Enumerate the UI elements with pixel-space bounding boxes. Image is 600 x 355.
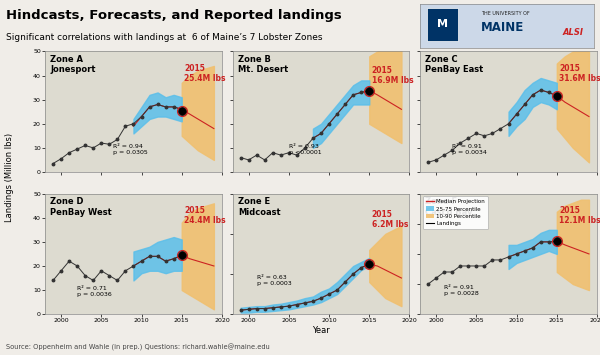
Text: Zone B
Mt. Desert: Zone B Mt. Desert (238, 55, 288, 75)
Text: THE UNIVERSITY OF: THE UNIVERSITY OF (481, 11, 530, 16)
Legend: Median Projection, 25-75 Percentile, 10-90 Percentile, Landings: Median Projection, 25-75 Percentile, 10-… (423, 196, 488, 229)
Text: Zone F
Casco Bay: Zone F Casco Bay (425, 197, 473, 217)
Text: Zone A
Jonesport: Zone A Jonesport (50, 55, 96, 75)
Text: R² = 0.94
p = 0.0305: R² = 0.94 p = 0.0305 (113, 144, 148, 155)
Text: Zone E
Midcoast: Zone E Midcoast (238, 197, 280, 217)
Text: Zone C
PenBay East: Zone C PenBay East (425, 55, 484, 75)
Text: MAINE: MAINE (481, 21, 524, 34)
Text: Significant correlations with landings at  6 of Maine’s 7 Lobster Zones: Significant correlations with landings a… (6, 33, 323, 42)
Text: R² = 0.91
p = 0.0028: R² = 0.91 p = 0.0028 (444, 285, 479, 296)
Text: M: M (437, 18, 448, 28)
Text: 2015
16.9M lbs: 2015 16.9M lbs (371, 66, 413, 85)
Text: 2015
31.6M lbs: 2015 31.6M lbs (559, 64, 600, 83)
Text: 2015
24.4M lbs: 2015 24.4M lbs (184, 206, 226, 225)
Text: Zone D
PenBay West: Zone D PenBay West (50, 197, 112, 217)
Text: R² = 0.91
p = 0.0034: R² = 0.91 p = 0.0034 (452, 144, 487, 155)
Text: R² = 0.93
p <0.0001: R² = 0.93 p <0.0001 (289, 144, 322, 155)
Text: 2015
25.4M lbs: 2015 25.4M lbs (184, 64, 226, 83)
Bar (427, 8, 458, 41)
Text: Source: Oppenheim and Wahle (in prep.) Questions: richard.wahle@maine.edu: Source: Oppenheim and Wahle (in prep.) Q… (6, 344, 270, 351)
Text: 2015
12.1M lbs: 2015 12.1M lbs (559, 206, 600, 225)
Text: Landings (Million lbs): Landings (Million lbs) (5, 133, 14, 222)
Text: R² = 0.71
p = 0.0036: R² = 0.71 p = 0.0036 (77, 286, 112, 297)
Text: R² = 0.63
p = 0.0003: R² = 0.63 p = 0.0003 (257, 275, 292, 286)
Text: 2015
6.2M lbs: 2015 6.2M lbs (371, 210, 408, 229)
X-axis label: Year: Year (312, 326, 330, 335)
Text: ALSI: ALSI (563, 28, 584, 37)
Text: Hindcasts, Forecasts, and Reported landings: Hindcasts, Forecasts, and Reported landi… (6, 9, 342, 22)
